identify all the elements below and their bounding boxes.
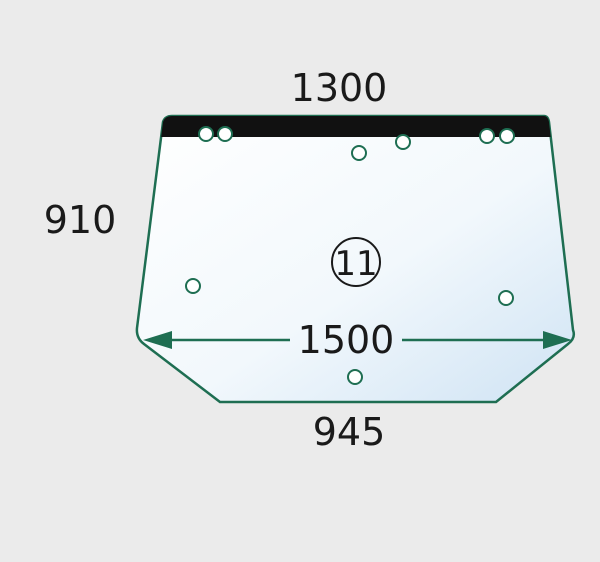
mounting-hole xyxy=(185,278,201,294)
bottom-width-label: 945 xyxy=(313,410,386,454)
max-width-label: 1500 xyxy=(298,318,395,362)
mounting-hole xyxy=(395,134,411,150)
top-width-label: 1300 xyxy=(291,66,388,110)
mounting-hole xyxy=(498,290,514,306)
mounting-hole xyxy=(198,126,214,142)
mounting-hole xyxy=(347,369,363,385)
part-number: 11 xyxy=(334,244,377,284)
height-label: 910 xyxy=(44,198,117,242)
width-dimension-arrow xyxy=(143,331,572,349)
top-black-strip xyxy=(150,116,560,137)
mounting-hole xyxy=(217,126,233,142)
arrowhead-right xyxy=(543,331,572,349)
mounting-holes xyxy=(185,126,515,385)
part-number-circle xyxy=(331,237,381,287)
arrowhead-left xyxy=(143,331,172,349)
mounting-hole xyxy=(479,128,495,144)
mounting-hole xyxy=(499,128,515,144)
mounting-hole xyxy=(351,145,367,161)
